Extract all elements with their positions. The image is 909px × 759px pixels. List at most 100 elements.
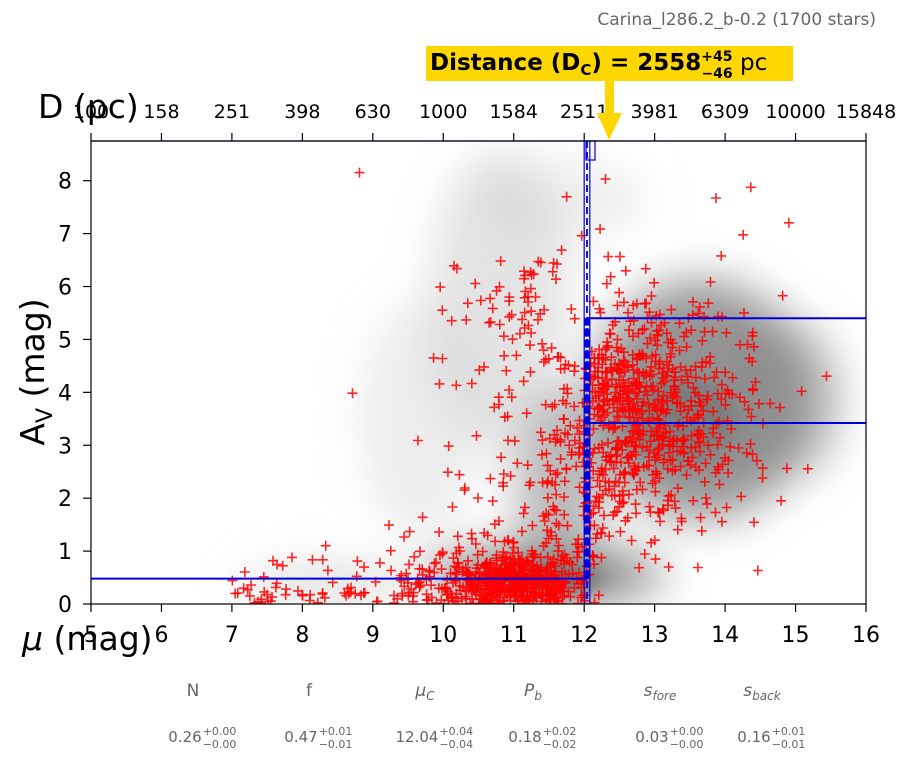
data-point bbox=[484, 558, 495, 569]
data-point bbox=[509, 590, 520, 601]
data-point bbox=[447, 592, 458, 603]
data-point bbox=[738, 229, 749, 240]
data-point bbox=[525, 267, 536, 278]
data-point bbox=[487, 496, 498, 507]
data-point bbox=[717, 459, 728, 470]
data-point bbox=[512, 458, 523, 469]
data-point bbox=[628, 300, 639, 311]
data-point bbox=[539, 304, 550, 315]
data-point bbox=[631, 440, 642, 451]
data-point bbox=[656, 396, 667, 406]
data-point bbox=[281, 584, 292, 595]
data-point bbox=[431, 598, 442, 604]
data-point bbox=[609, 394, 620, 404]
data-point bbox=[646, 361, 657, 372]
data-point bbox=[630, 499, 641, 510]
data-point bbox=[319, 592, 330, 603]
data-point bbox=[711, 193, 721, 203]
data-point bbox=[605, 271, 616, 282]
data-point bbox=[263, 596, 273, 604]
y-axis: 0 1 2 3 4 5 6 7 8 bbox=[58, 170, 91, 618]
banner-box bbox=[426, 46, 793, 81]
data-point bbox=[649, 277, 660, 288]
data-point bbox=[561, 464, 572, 475]
data-point bbox=[602, 407, 613, 418]
data-point bbox=[631, 508, 642, 519]
data-point bbox=[589, 352, 600, 363]
data-point bbox=[259, 586, 270, 597]
data-point bbox=[307, 554, 318, 565]
data-point bbox=[339, 588, 350, 598]
data-point bbox=[723, 468, 734, 478]
data-point bbox=[428, 352, 439, 363]
data-point bbox=[603, 251, 614, 262]
data-point bbox=[654, 325, 664, 336]
data-point bbox=[525, 366, 536, 377]
data-point bbox=[694, 446, 705, 457]
data-point bbox=[675, 406, 686, 417]
data-point bbox=[692, 562, 703, 573]
data-point bbox=[442, 467, 453, 478]
data-point bbox=[589, 443, 600, 454]
param-name: N bbox=[187, 681, 200, 701]
data-point bbox=[616, 368, 626, 379]
data-point bbox=[720, 367, 731, 378]
data-point bbox=[739, 307, 749, 318]
data-point bbox=[317, 554, 328, 565]
data-point bbox=[562, 429, 573, 440]
data-point bbox=[605, 328, 616, 339]
data-point bbox=[650, 554, 661, 565]
data-point bbox=[680, 365, 691, 376]
data-point bbox=[460, 591, 471, 602]
data-point bbox=[713, 311, 724, 322]
data-point bbox=[692, 409, 703, 420]
data-point bbox=[599, 384, 610, 395]
data-point bbox=[715, 432, 725, 443]
data-point bbox=[577, 442, 588, 453]
data-point bbox=[726, 424, 737, 434]
data-point bbox=[655, 419, 666, 430]
data-point bbox=[594, 481, 605, 492]
param-upper-error: +0.02 bbox=[543, 725, 577, 738]
param-name: Pb bbox=[524, 681, 542, 703]
data-point bbox=[494, 319, 505, 330]
data-point bbox=[617, 444, 628, 455]
data-point bbox=[351, 571, 362, 582]
data-point bbox=[666, 490, 677, 500]
data-point bbox=[499, 592, 510, 603]
data-point bbox=[517, 526, 527, 537]
data-point bbox=[452, 531, 463, 542]
data-point bbox=[663, 562, 674, 572]
data-point bbox=[651, 404, 662, 415]
data-point bbox=[487, 303, 498, 314]
banner-arrow-stem bbox=[605, 81, 614, 113]
data-point bbox=[700, 458, 711, 469]
data-point bbox=[670, 387, 681, 398]
data-point bbox=[538, 510, 549, 521]
data-point bbox=[594, 403, 605, 414]
data-point bbox=[239, 567, 250, 577]
data-point bbox=[682, 456, 693, 467]
data-point bbox=[696, 400, 707, 411]
data-point bbox=[641, 298, 652, 309]
data-point bbox=[538, 541, 549, 551]
param-upper-error: +0.01 bbox=[772, 725, 806, 738]
data-point bbox=[530, 568, 541, 579]
x-tick-label: 9 bbox=[366, 623, 380, 648]
data-point bbox=[716, 379, 727, 390]
data-point bbox=[646, 291, 657, 301]
data-point bbox=[670, 464, 680, 475]
param-value: 12.04 bbox=[396, 728, 439, 746]
data-point bbox=[645, 436, 656, 447]
data-point bbox=[404, 526, 415, 537]
data-point bbox=[688, 382, 699, 393]
data-point bbox=[551, 489, 562, 500]
param-lower-error: −0.01 bbox=[319, 738, 353, 751]
data-point bbox=[401, 568, 412, 579]
data-point bbox=[606, 352, 617, 363]
data-point bbox=[504, 385, 515, 395]
data-point bbox=[574, 482, 585, 493]
data-point bbox=[457, 566, 468, 577]
data-point bbox=[609, 507, 620, 518]
data-point bbox=[564, 440, 575, 451]
